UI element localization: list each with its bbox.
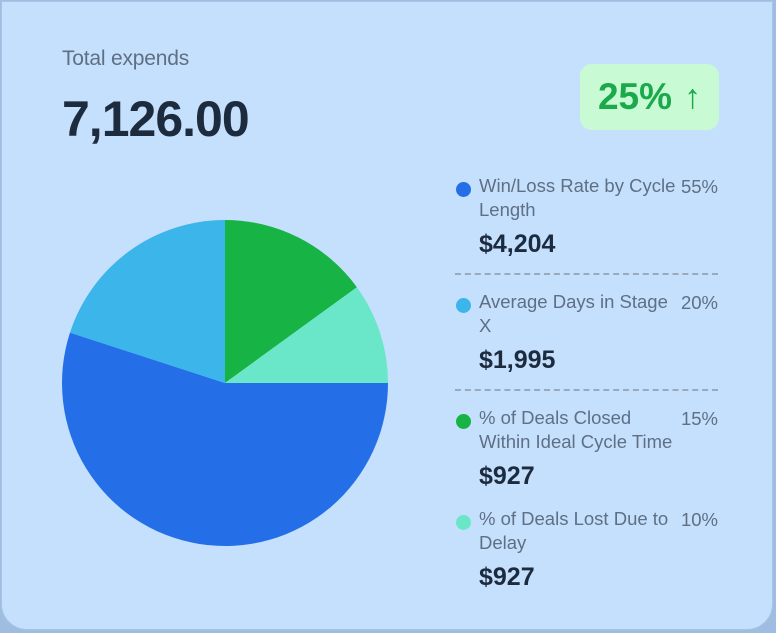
divider (455, 389, 718, 391)
arrow-up-icon: ↑ (684, 77, 702, 116)
legend-amount: $927 (479, 462, 535, 490)
divider (455, 273, 718, 275)
change-value: 25% (597, 76, 673, 117)
legend-item: % of Deals Lost Due to Delay 10% $927 (455, 507, 718, 592)
legend: Win/Loss Rate by Cycle Length 55% $4,204… (455, 174, 718, 592)
card-title: Total expends (62, 47, 189, 70)
legend-dot-icon (456, 298, 471, 313)
legend-label: Average Days in Stage X (479, 291, 668, 336)
change-badge: 25% ↑ (580, 64, 719, 130)
total-value: 7,126.00 (62, 91, 250, 147)
legend-label: Win/Loss Rate by Cycle Length (479, 175, 676, 220)
pie-slice (62, 332, 389, 546)
pie-chart (62, 220, 389, 546)
legend-label: % of Deals Closed Within Ideal Cycle Tim… (479, 407, 673, 452)
legend-item: Win/Loss Rate by Cycle Length 55% $4,204 (455, 174, 718, 259)
legend-item: % of Deals Closed Within Ideal Cycle Tim… (455, 406, 718, 491)
legend-percent: 10% (680, 509, 718, 530)
legend-item: Average Days in Stage X 20% $1,995 (455, 290, 718, 375)
legend-percent: 15% (680, 408, 718, 429)
pie-slice (225, 287, 388, 383)
legend-dot-icon (456, 182, 471, 197)
legend-amount: $927 (479, 563, 535, 591)
pie-slice (69, 220, 226, 383)
pie-slice (225, 220, 357, 383)
legend-label: % of Deals Lost Due to Delay (479, 508, 669, 553)
legend-percent: 20% (680, 292, 718, 313)
legend-amount: $4,204 (479, 230, 556, 258)
legend-dot-icon (456, 515, 471, 530)
legend-amount: $1,995 (479, 346, 556, 374)
legend-percent: 55% (680, 176, 718, 197)
legend-dot-icon (456, 414, 471, 429)
